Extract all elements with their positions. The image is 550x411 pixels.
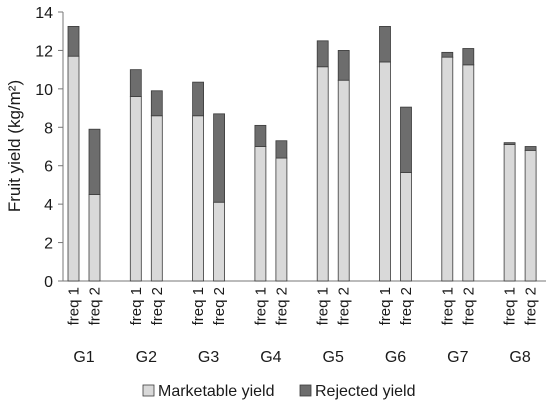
x-subcategory-label: freq 2 bbox=[460, 287, 477, 325]
x-group-label: G2 bbox=[136, 349, 157, 366]
y-axis-label: Fruit yield (kg/m²) bbox=[5, 80, 24, 212]
y-tick-label: 10 bbox=[35, 82, 53, 99]
x-group-label: G6 bbox=[385, 349, 406, 366]
bar-rejected-yield bbox=[213, 113, 226, 203]
x-subcategory-label: freq 2 bbox=[523, 287, 540, 325]
bar-rejected-yield bbox=[462, 48, 475, 66]
bar-marketable-yield bbox=[213, 201, 226, 282]
bar-rejected-yield bbox=[275, 140, 288, 159]
bar-rejected-yield bbox=[192, 81, 205, 117]
x-subcategory-label: freq 1 bbox=[128, 287, 145, 325]
bar-rejected-yield bbox=[503, 142, 516, 145]
bar-marketable-yield bbox=[254, 146, 267, 282]
y-tick-label: 12 bbox=[35, 43, 53, 60]
x-group-label: G7 bbox=[447, 349, 468, 366]
x-group-label: G5 bbox=[323, 349, 344, 366]
bar-marketable-yield bbox=[67, 55, 80, 282]
bar-marketable-yield bbox=[503, 144, 516, 282]
x-subcategory-label: freq 2 bbox=[273, 287, 290, 325]
bar-marketable-yield bbox=[462, 64, 475, 282]
y-tick-label: 0 bbox=[44, 274, 53, 291]
y-tick-label: 4 bbox=[44, 197, 53, 214]
bar-marketable-yield bbox=[88, 194, 101, 282]
y-tick-label: 6 bbox=[44, 159, 53, 176]
bar-rejected-yield bbox=[379, 26, 391, 63]
bar-rejected-yield bbox=[150, 90, 163, 117]
bar-marketable-yield bbox=[524, 149, 537, 282]
bar-rejected-yield bbox=[316, 40, 329, 68]
bar-rejected-yield bbox=[67, 26, 80, 57]
bar-marketable-yield bbox=[379, 61, 391, 282]
x-subcategory-label: freq 2 bbox=[211, 287, 228, 325]
y-tick-label: 8 bbox=[44, 120, 53, 137]
x-group-label: G8 bbox=[509, 349, 530, 366]
bar-marketable-yield bbox=[441, 56, 454, 282]
x-subcategory-label: freq 2 bbox=[336, 287, 353, 325]
x-group-label: G1 bbox=[73, 349, 94, 366]
legend-label: Rejected yield bbox=[315, 383, 416, 400]
legend-label: Marketable yield bbox=[158, 383, 275, 400]
x-subcategory-label: freq 1 bbox=[252, 287, 269, 325]
x-subcategory-label: freq 1 bbox=[315, 287, 332, 325]
bar-marketable-yield bbox=[337, 79, 350, 282]
bar-marketable-yield bbox=[316, 66, 329, 282]
legend-swatch bbox=[299, 384, 312, 397]
bar-rejected-yield bbox=[254, 124, 267, 147]
x-subcategory-label: freq 1 bbox=[502, 287, 519, 325]
y-tick-label: 14 bbox=[35, 5, 53, 22]
bar-rejected-yield bbox=[441, 51, 454, 58]
bar-marketable-yield bbox=[150, 115, 163, 282]
bar-rejected-yield bbox=[88, 128, 101, 195]
bar-marketable-yield bbox=[192, 115, 205, 282]
x-subcategory-label: freq 2 bbox=[149, 287, 166, 325]
x-subcategory-label: freq 2 bbox=[398, 287, 415, 325]
x-group-label: G4 bbox=[260, 349, 281, 366]
y-tick-label: 2 bbox=[44, 236, 53, 253]
bar-rejected-yield bbox=[337, 50, 350, 81]
x-subcategory-label: freq 1 bbox=[439, 287, 456, 325]
bar-rejected-yield bbox=[400, 106, 412, 173]
bar-marketable-yield bbox=[129, 96, 142, 282]
bar-marketable-yield bbox=[400, 172, 412, 282]
legend-swatch bbox=[142, 384, 155, 397]
x-subcategory-label: freq 1 bbox=[190, 287, 207, 325]
x-subcategory-label: freq 2 bbox=[87, 287, 104, 325]
x-subcategory-label: freq 1 bbox=[377, 287, 394, 325]
bar-rejected-yield bbox=[129, 69, 142, 97]
x-group-label: G3 bbox=[198, 349, 219, 366]
bar-rejected-yield bbox=[524, 146, 537, 151]
x-subcategory-label: freq 1 bbox=[66, 287, 83, 325]
bar-marketable-yield bbox=[275, 157, 288, 282]
